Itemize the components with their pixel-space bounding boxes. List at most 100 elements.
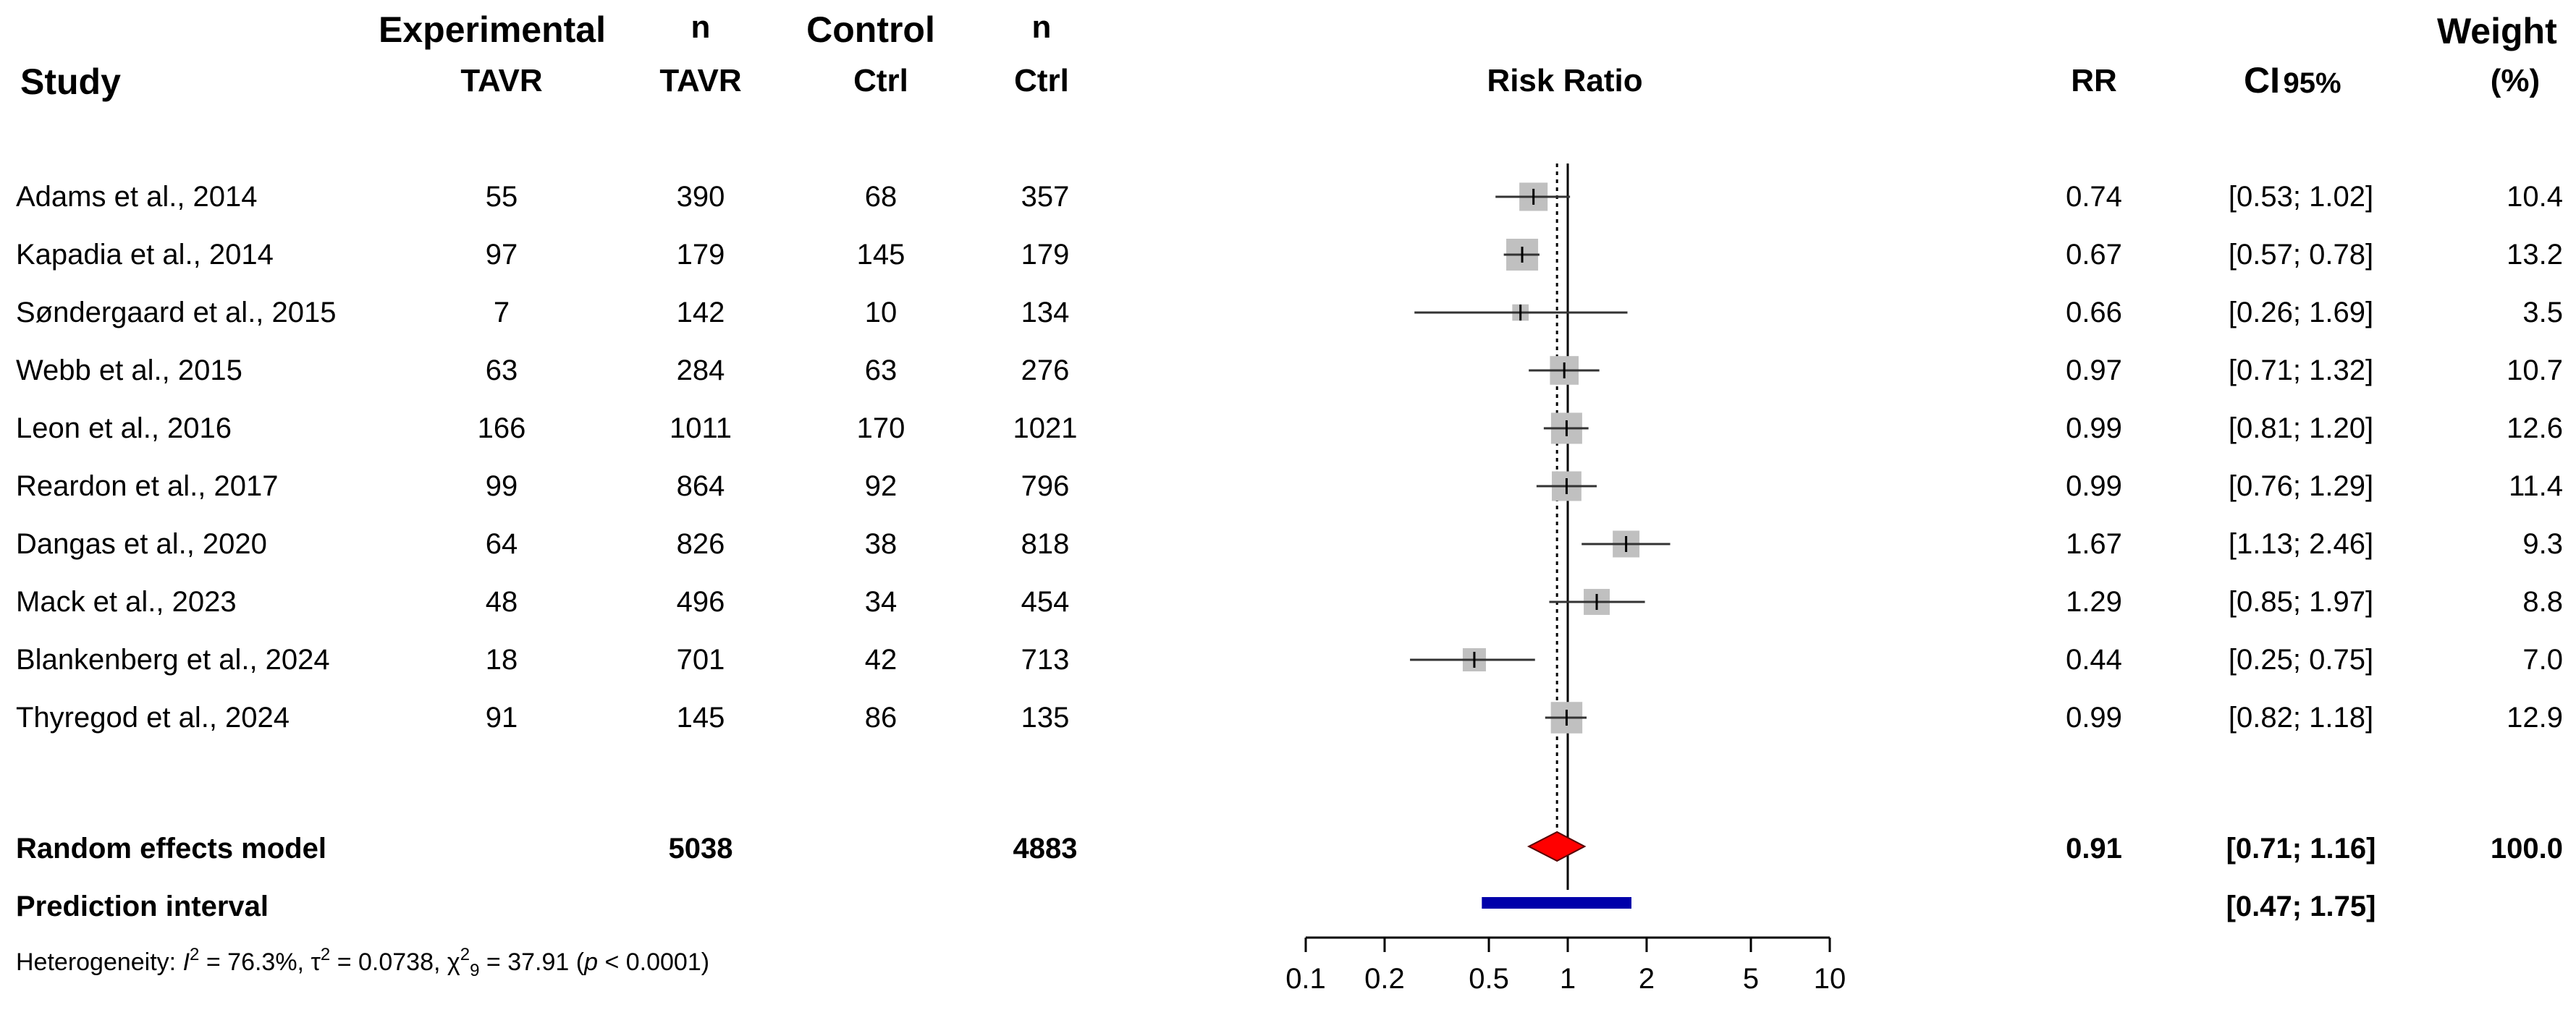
tau2-value: = 0.0738, <box>330 948 447 976</box>
risk-ratio-value: 0.74 <box>2066 181 2122 213</box>
n-control: 1021 <box>1013 412 1078 444</box>
i2-symbol: I <box>182 948 190 976</box>
events-control: 42 <box>864 644 898 676</box>
events-control: 38 <box>864 528 898 560</box>
n-experimental: 284 <box>676 354 725 386</box>
events-control: 34 <box>864 586 898 618</box>
header-n-experimental: n <box>691 9 711 45</box>
x-axis-tick-label: 2 <box>1639 963 1655 995</box>
header-rr: RR <box>2071 63 2117 98</box>
n-experimental: 390 <box>676 181 725 213</box>
header-n-control-sub: Ctrl <box>1014 63 1069 98</box>
x-axis-tick-label: 0.2 <box>1364 963 1405 995</box>
confidence-interval: [1.13; 2.46] <box>2228 528 2374 560</box>
weight-value: 12.9 <box>2507 702 2563 734</box>
chi2-superscript: 2 <box>460 945 470 964</box>
events-control: 170 <box>856 412 905 444</box>
events-control: 92 <box>864 470 898 502</box>
n-control: 454 <box>1021 586 1070 618</box>
random-effects-nc-total: 4883 <box>1013 833 1078 865</box>
x-axis-tick-label: 1 <box>1560 963 1576 995</box>
weight-value: 10.4 <box>2507 181 2563 213</box>
confidence-interval: [0.26; 1.69] <box>2228 297 2374 328</box>
i2-value: = 76.3%, <box>199 948 311 976</box>
weight-value: 12.6 <box>2507 412 2563 444</box>
risk-ratio-value: 0.66 <box>2066 297 2122 328</box>
events-experimental: 97 <box>485 239 518 271</box>
n-control: 713 <box>1021 644 1070 676</box>
tau2-superscript: 2 <box>320 945 331 964</box>
random-effects-ne-total: 5038 <box>668 833 733 865</box>
events-experimental: 166 <box>477 412 526 444</box>
study-name: Dangas et al., 2020 <box>16 528 267 560</box>
n-control: 179 <box>1021 239 1070 271</box>
random-effects-rr: 0.91 <box>2066 833 2122 865</box>
random-effects-weight: 100.0 <box>2490 833 2563 865</box>
header-weight: Weight <box>2437 11 2557 51</box>
study-name: Reardon et al., 2017 <box>16 470 279 502</box>
p-symbol: p <box>584 948 598 976</box>
tau2-symbol: τ <box>311 948 321 976</box>
events-control: 68 <box>864 181 898 213</box>
risk-ratio-value: 0.99 <box>2066 702 2122 734</box>
events-experimental: 48 <box>485 586 518 618</box>
confidence-interval: [0.71; 1.32] <box>2228 354 2374 386</box>
confidence-interval: [0.85; 1.97] <box>2228 586 2374 618</box>
header-ci: CI 95% <box>2244 62 2341 98</box>
random-effects-label: Random effects model <box>16 833 326 865</box>
risk-ratio-value: 1.29 <box>2066 586 2122 618</box>
header-ci-main: CI <box>2244 60 2280 101</box>
heterogeneity-prefix: Heterogeneity: <box>16 948 183 976</box>
weight-value: 7.0 <box>2522 644 2563 676</box>
confidence-interval: [0.53; 1.02] <box>2228 181 2374 213</box>
n-control: 134 <box>1021 297 1070 328</box>
chi2-symbol: χ <box>447 948 460 976</box>
events-experimental: 7 <box>493 297 510 328</box>
confidence-interval: [0.81; 1.20] <box>2228 412 2374 444</box>
n-control: 796 <box>1021 470 1070 502</box>
x-axis-tick-label: 10 <box>1814 963 1846 995</box>
events-control: 63 <box>864 354 898 386</box>
n-control: 135 <box>1021 702 1070 734</box>
n-experimental: 1011 <box>669 412 732 444</box>
events-control: 86 <box>864 702 898 734</box>
events-experimental: 99 <box>485 470 518 502</box>
study-name: Kapadia et al., 2014 <box>16 239 274 271</box>
header-experimental: Experimental <box>378 9 607 50</box>
n-experimental: 496 <box>676 586 725 618</box>
heterogeneity-text: Heterogeneity: I2 = 76.3%, τ2 = 0.0738, … <box>16 946 710 980</box>
study-name: Søndergaard et al., 2015 <box>16 297 337 328</box>
header-weight-unit: (%) <box>2490 63 2541 98</box>
x-axis-tick-label: 0.1 <box>1285 963 1326 995</box>
study-name: Webb et al., 2015 <box>16 354 242 386</box>
confidence-interval: [0.57; 0.78] <box>2228 239 2374 271</box>
risk-ratio-value: 0.67 <box>2066 239 2122 271</box>
events-experimental: 64 <box>485 528 518 560</box>
n-control: 357 <box>1021 181 1070 213</box>
header-n-control: n <box>1031 9 1052 45</box>
header-control-sub: Ctrl <box>853 63 908 98</box>
weight-value: 9.3 <box>2522 528 2563 560</box>
n-experimental: 864 <box>676 470 725 502</box>
n-experimental: 701 <box>676 644 725 676</box>
prediction-interval-ci: [0.47; 1.75] <box>2226 891 2376 922</box>
weight-value: 8.8 <box>2522 586 2563 618</box>
p-value: < 0.0001) <box>598 948 710 976</box>
header-ci-sub: 95% <box>2283 67 2341 99</box>
events-experimental: 55 <box>485 181 518 213</box>
study-name: Mack et al., 2023 <box>16 586 237 618</box>
events-experimental: 91 <box>485 702 518 734</box>
prediction-interval-label: Prediction interval <box>16 891 269 922</box>
weight-value: 10.7 <box>2507 354 2563 386</box>
study-name: Leon et al., 2016 <box>16 412 232 444</box>
header-experimental-sub: TAVR <box>460 63 543 98</box>
events-control: 10 <box>864 297 898 328</box>
risk-ratio-value: 0.99 <box>2066 412 2122 444</box>
i2-superscript: 2 <box>190 945 200 964</box>
risk-ratio-value: 0.99 <box>2066 470 2122 502</box>
events-experimental: 18 <box>485 644 518 676</box>
study-name: Blankenberg et al., 2024 <box>16 644 330 676</box>
events-control: 145 <box>856 239 905 271</box>
n-control: 818 <box>1021 528 1070 560</box>
